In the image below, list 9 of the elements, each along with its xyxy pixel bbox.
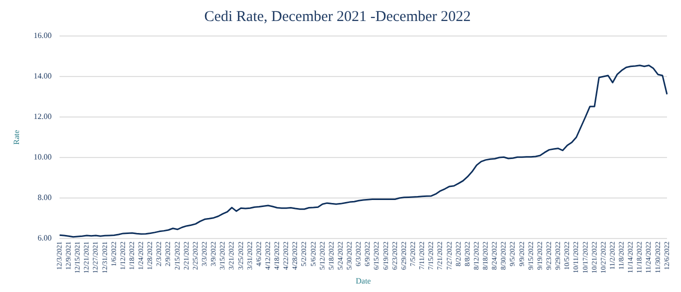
y-tick-label: 16.00 [34, 31, 52, 40]
chart-title: Cedi Rate, December 2021 -December 2022 [204, 8, 471, 25]
x-axis-title: Date [356, 276, 372, 286]
y-tick-label: 12.00 [34, 112, 52, 122]
y-axis-title: Rate [12, 129, 21, 145]
y-tick-label: 14.00 [34, 72, 52, 81]
y-tick-label: 10.00 [34, 152, 52, 162]
y-tick-label: 8.00 [38, 193, 52, 202]
y-tick-label: 6.00 [38, 234, 52, 243]
